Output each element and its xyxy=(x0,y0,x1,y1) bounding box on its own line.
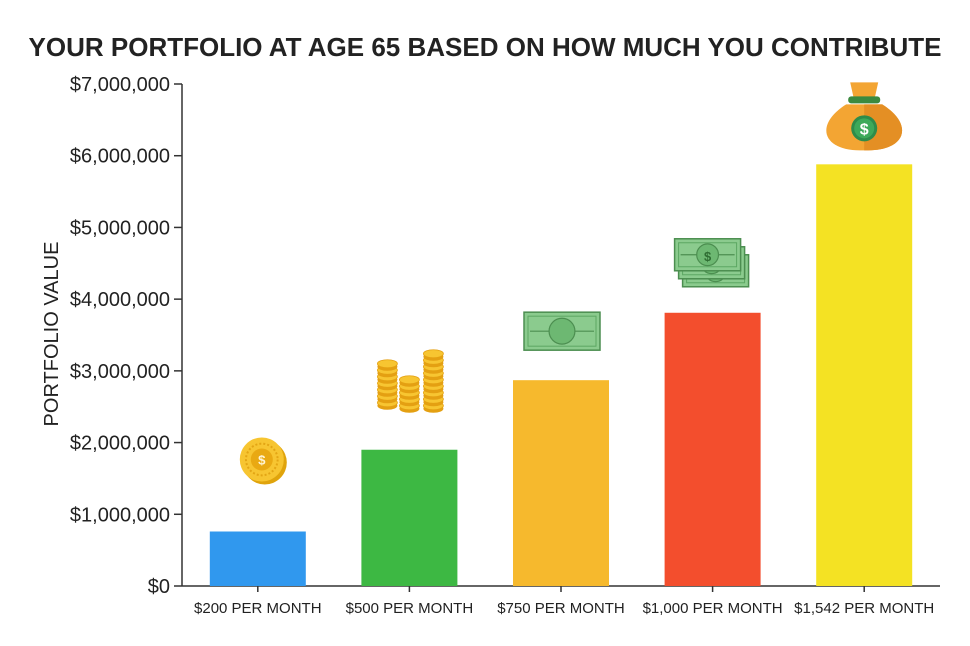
bar xyxy=(816,164,913,586)
x-tick-label: $750 PER MONTH xyxy=(497,600,625,617)
coin-stacks-icon xyxy=(376,349,444,413)
y-tick-label: $3,000,000 xyxy=(70,361,170,383)
x-tick-label: $200 PER MONTH xyxy=(194,600,322,617)
y-tick-label: $1,000,000 xyxy=(70,504,170,526)
dollar-bills-stack-icon: $ xyxy=(673,238,750,288)
svg-text:$: $ xyxy=(704,249,712,264)
x-tick-label: $1,542 PER MONTH xyxy=(794,600,934,617)
money-bag-icon: $ xyxy=(826,82,903,151)
y-tick-label: $4,000,000 xyxy=(70,289,170,311)
y-axis-label: PORTFOLIO VALUE xyxy=(41,242,63,427)
svg-text:$: $ xyxy=(860,121,869,138)
y-tick-label: $6,000,000 xyxy=(70,146,170,168)
bars xyxy=(209,164,913,586)
bar-icons: $ $ $ xyxy=(239,82,903,485)
y-tick-label: $2,000,000 xyxy=(70,433,170,455)
svg-text:$: $ xyxy=(258,452,266,467)
axes: $0 $1,000,000 $2,000,000 $3,000,000 $4,000,0… xyxy=(70,74,940,598)
coin-icon: $ xyxy=(239,437,287,485)
bar xyxy=(361,449,458,586)
x-tick-label: $500 PER MONTH xyxy=(346,600,474,617)
bar xyxy=(209,531,306,586)
y-tick-label: $5,000,000 xyxy=(70,217,170,239)
chart-title: YOUR PORTFOLIO AT AGE 65 BASED ON HOW MU… xyxy=(29,32,942,62)
x-tick-labels: $200 PER MONTH $500 PER MONTH $750 PER MON… xyxy=(194,586,934,617)
y-tick-label: $7,000,000 xyxy=(70,74,170,96)
x-tick-label: $1,000 PER MONTH xyxy=(643,600,783,617)
bar xyxy=(664,312,761,586)
dollar-bill-icon xyxy=(523,311,601,351)
bar xyxy=(513,380,609,586)
y-tick-label: $0 xyxy=(148,576,170,598)
